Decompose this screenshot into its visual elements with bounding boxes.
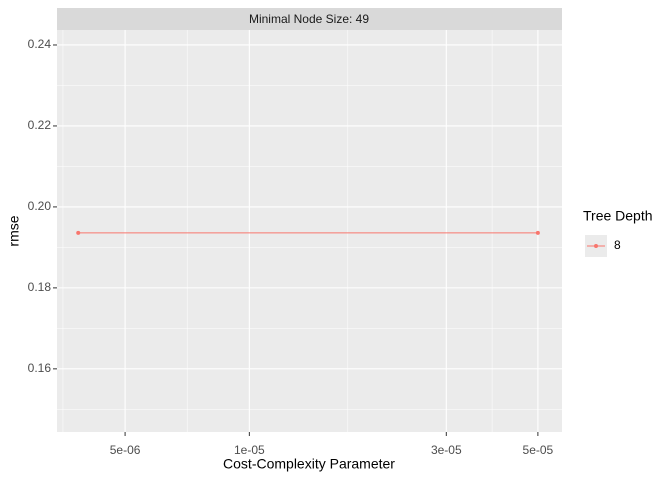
x-tick-label: 1e-05	[234, 443, 265, 457]
point	[76, 230, 81, 235]
panel	[57, 30, 562, 432]
facet-label: Minimal Node Size: 49	[249, 12, 369, 26]
grid	[57, 30, 562, 432]
y-tick-label: 0.22	[28, 118, 52, 132]
x-tick-label: 5e-05	[523, 443, 554, 457]
y-tick-label: 0.20	[28, 199, 52, 213]
legend-label: 8	[614, 238, 621, 252]
y-tick-label: 0.18	[28, 280, 52, 294]
y-tick-label: 0.16	[28, 361, 52, 375]
point	[535, 230, 540, 235]
legend: 8	[585, 235, 621, 257]
strip	[57, 8, 562, 30]
y-tick-label: 0.24	[28, 37, 52, 51]
legend-title: Tree Depth	[583, 208, 653, 224]
x-tick-label: 3e-05	[431, 443, 462, 457]
y-axis-title: rmse	[6, 215, 22, 246]
marks	[76, 230, 540, 235]
x-axis-title: Cost-Complexity Parameter	[223, 456, 395, 472]
legend-point	[594, 244, 598, 248]
x-tick-label: 5e-06	[110, 443, 141, 457]
